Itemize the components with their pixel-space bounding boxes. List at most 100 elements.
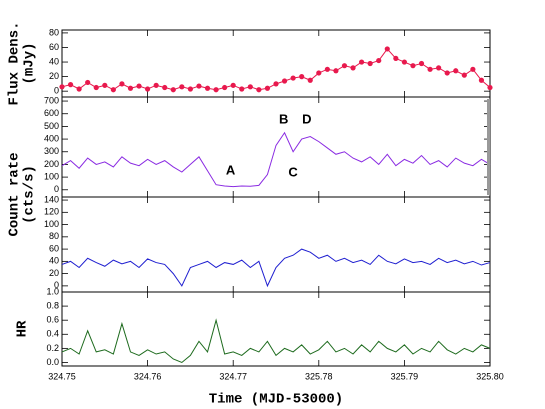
- y-tick-label: 300: [44, 146, 59, 156]
- marker: [273, 81, 279, 87]
- marker: [110, 87, 116, 93]
- marker: [281, 78, 288, 84]
- marker: [410, 63, 416, 69]
- y-tick-label: 0: [54, 280, 59, 290]
- marker: [196, 83, 202, 89]
- y-tick-label: 40: [49, 256, 59, 266]
- y-tick-label: 200: [44, 159, 59, 169]
- marker: [256, 87, 262, 93]
- marker: [230, 82, 236, 88]
- marker: [316, 70, 322, 76]
- y-tick-label: 120: [44, 207, 59, 217]
- marker: [461, 72, 467, 78]
- marker: [470, 66, 476, 72]
- y-tick-label: 700: [44, 95, 59, 105]
- marker: [213, 87, 219, 93]
- y-axis-label: Count rate: [7, 152, 23, 236]
- annotation: D: [302, 112, 311, 127]
- marker: [444, 70, 450, 76]
- marker: [401, 59, 407, 65]
- marker: [453, 68, 459, 74]
- marker: [384, 46, 390, 52]
- series-line: [61, 318, 491, 364]
- marker: [102, 82, 108, 88]
- y-tick-label: 100: [44, 171, 59, 181]
- x-tick-label: 324.77: [219, 371, 247, 381]
- y-tick-label: 80: [49, 27, 59, 37]
- x-tick-label: 325.78: [305, 371, 333, 381]
- y-tick-label: 400: [44, 133, 59, 143]
- y-tick-label: 0: [54, 86, 59, 96]
- marker: [367, 60, 373, 67]
- y-tick-label: 0.8: [46, 300, 59, 310]
- y-axis-label: (mJy): [22, 42, 38, 84]
- marker: [136, 83, 142, 89]
- y-tick-label: 140: [44, 194, 59, 204]
- marker: [119, 81, 125, 87]
- marker: [93, 84, 99, 91]
- x-tick-label: 324.75: [48, 371, 76, 381]
- marker: [333, 68, 339, 74]
- y-tick-label: 40: [49, 56, 59, 66]
- marker: [247, 84, 253, 90]
- marker: [179, 84, 185, 90]
- marker: [418, 60, 425, 67]
- y-tick-label: 0.4: [46, 329, 59, 339]
- marker: [478, 77, 485, 83]
- y-tick-label: 60: [49, 42, 59, 52]
- x-axis-label: Time (MJD-53000): [209, 392, 343, 408]
- marker: [85, 79, 91, 86]
- panel-frame: [61, 291, 491, 367]
- marker: [145, 86, 151, 92]
- marker: [127, 85, 134, 91]
- series-line: [61, 131, 491, 188]
- y-tick-label: 100: [44, 219, 59, 229]
- marker: [290, 75, 296, 81]
- marker: [427, 66, 433, 72]
- marker: [239, 86, 245, 92]
- annotation: A: [226, 163, 236, 178]
- panel-frame: [61, 29, 491, 98]
- marker: [393, 55, 399, 62]
- series-line: [61, 248, 491, 288]
- marker: [376, 57, 382, 64]
- marker: [264, 85, 271, 91]
- y-tick-label: 1.0: [46, 286, 59, 296]
- y-tick-label: 600: [44, 108, 59, 118]
- marker: [59, 84, 65, 90]
- marker: [324, 66, 330, 72]
- marker: [67, 82, 74, 88]
- marker: [76, 86, 82, 92]
- marker: [350, 65, 356, 71]
- marker: [170, 87, 176, 93]
- edge-shade: [487, 99, 490, 195]
- annotation: C: [288, 165, 298, 180]
- marker: [153, 82, 159, 88]
- marker: [187, 86, 193, 92]
- y-axis-label: Flux Dens.: [7, 21, 23, 105]
- y-axis-label: HR: [15, 320, 31, 337]
- marker: [204, 85, 211, 91]
- marker: [341, 63, 348, 69]
- marker: [359, 59, 365, 65]
- y-axis-label: (cts/s): [22, 165, 38, 224]
- y-tick-label: 0.0: [46, 357, 59, 367]
- marker: [487, 84, 493, 91]
- marker: [162, 84, 168, 91]
- y-tick-label: 0.2: [46, 343, 59, 353]
- y-tick-label: 500: [44, 121, 59, 131]
- marker: [307, 77, 313, 83]
- annotation: B: [279, 112, 288, 127]
- x-tick-label: 324.76: [134, 371, 162, 381]
- x-tick-label: 325.80: [476, 371, 504, 381]
- y-tick-label: 20: [49, 268, 59, 278]
- y-tick-label: 0.6: [46, 315, 59, 325]
- y-tick-label: 20: [49, 71, 59, 81]
- marker: [436, 65, 442, 71]
- marker: [299, 74, 305, 80]
- y-tick-label: 0: [54, 184, 59, 194]
- y-tick-label: 60: [49, 243, 59, 253]
- x-tick-label: 325.79: [391, 371, 419, 381]
- marker: [222, 84, 228, 91]
